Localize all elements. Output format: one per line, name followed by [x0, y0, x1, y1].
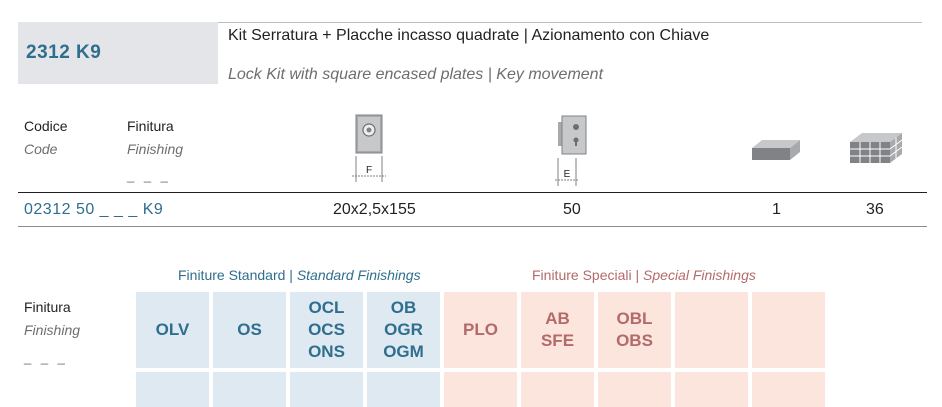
special-finish-swatch: [675, 372, 748, 407]
title-rule: [218, 22, 922, 23]
finish-code: OGM: [383, 342, 424, 361]
standard-finish-cell: OS: [213, 292, 286, 368]
product-code: 2312 K9: [26, 42, 102, 63]
standard-finish-swatch: [213, 372, 286, 407]
special-finish-swatch: [752, 372, 825, 407]
standard-finish-swatch: [367, 372, 440, 407]
plate-dimension-icon: F: [352, 114, 386, 182]
special-finish-swatch: [598, 372, 671, 407]
header-finishing: Finishing: [127, 141, 184, 157]
special-separator: |: [635, 267, 640, 283]
special-finish-swatch: [521, 372, 594, 407]
standard-finish-cell: OB OGR OGM: [367, 292, 440, 368]
special-finish-cell: [752, 292, 825, 368]
lock-dimension-icon: E: [555, 115, 587, 186]
finish-code: OLV: [155, 320, 190, 339]
special-finish-cell: AB SFE: [521, 292, 594, 368]
standard-en-label: Standard Finishings: [296, 267, 421, 283]
dim-f-label: F: [366, 165, 372, 176]
standard-finish-swatch: [136, 372, 209, 407]
row-article-code: 02312 50 _ _ _ K9: [24, 201, 164, 218]
standard-finish-cell: OCL OCS ONS: [290, 292, 363, 368]
standard-it-label: Finiture Standard: [178, 267, 286, 283]
dim-e-label: E: [564, 169, 571, 180]
standard-finishings-header: Finiture Standard | Standard Finishings: [178, 267, 421, 283]
special-en-label: Special Finishings: [643, 267, 756, 283]
header-finishing-placeholder: _ _ _: [127, 168, 171, 183]
standard-finish-cell: OLV: [136, 292, 209, 368]
row-box-qty: 36: [866, 201, 884, 218]
special-finish-cell: OBL OBS: [598, 292, 671, 368]
special-it-label: Finiture Speciali: [532, 267, 632, 283]
finish-code: OB: [390, 298, 417, 317]
title-italian: Kit Serratura + Placche incasso quadrate…: [228, 27, 710, 44]
finish-code: SFE: [540, 331, 575, 350]
row-dim-e: 50: [563, 201, 581, 218]
table-bottom-rule: [18, 226, 927, 227]
finish-code: AB: [545, 309, 570, 328]
finishing-label: Finishing: [24, 322, 81, 338]
single-box-icon: [752, 140, 800, 160]
special-finish-cell: [675, 292, 748, 368]
finish-code: PLO: [463, 320, 498, 339]
finish-code: OGR: [384, 320, 423, 339]
finish-code: OBS: [616, 331, 653, 350]
header-finitura: Finitura: [127, 118, 174, 134]
finish-code: ONS: [308, 342, 345, 361]
row-pack-qty: 1: [772, 201, 781, 218]
finish-code: OCL: [308, 298, 345, 317]
finitura-label: Finitura: [24, 299, 71, 315]
special-finish-cell: PLO: [444, 292, 517, 368]
finish-code: OCS: [308, 320, 345, 339]
special-finishings-header: Finiture Speciali | Special Finishings: [532, 267, 756, 283]
header-code: Code: [24, 141, 58, 157]
title-english: Lock Kit with square encased plates | Ke…: [228, 66, 604, 83]
finishing-placeholder: _ _ _: [24, 350, 68, 365]
special-finish-swatch: [444, 372, 517, 407]
table-header-rule: [18, 192, 927, 193]
finish-code: OS: [237, 320, 262, 339]
finish-code: OBL: [616, 309, 653, 328]
standard-finish-swatch: [290, 372, 363, 407]
standard-separator: |: [289, 267, 293, 283]
product-code-box: 2312 K9: [18, 22, 218, 84]
box-pallet-icon: [850, 133, 903, 163]
row-dim-f: 20x2,5x155: [333, 201, 416, 218]
header-codice: Codice: [24, 118, 68, 134]
